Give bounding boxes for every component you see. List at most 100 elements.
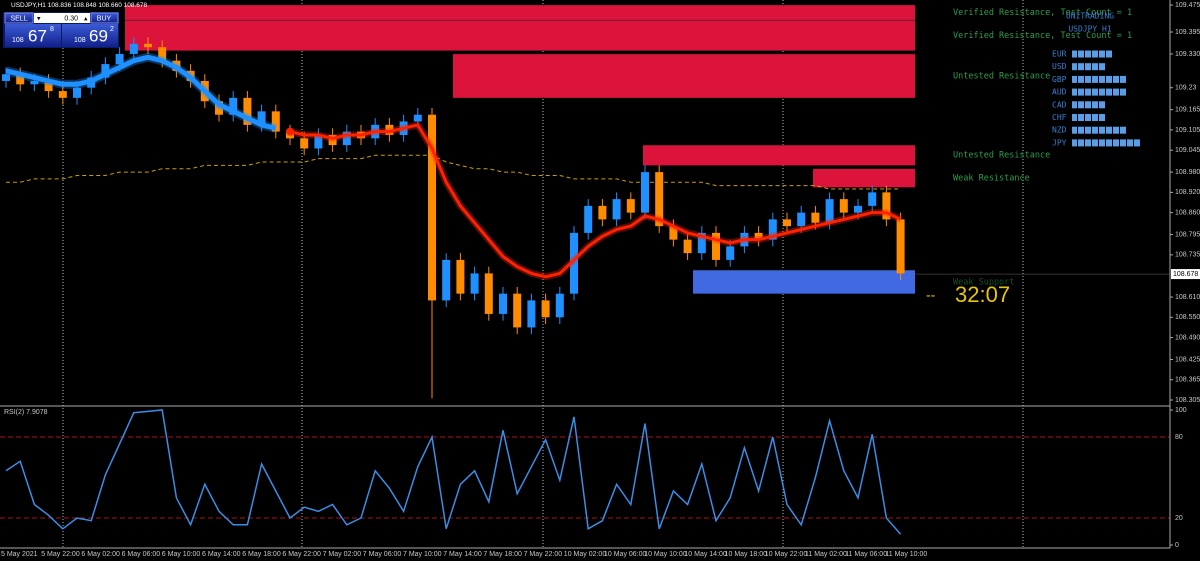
candle-body	[428, 114, 436, 301]
currency-label: EUR	[1052, 50, 1067, 59]
x-tick-label: 10 May 18:00	[725, 551, 768, 558]
candle-body	[669, 226, 678, 240]
buy-button[interactable]	[90, 12, 119, 24]
y-tick-label: 109.330	[1175, 51, 1200, 58]
y-tick-label: 108.550	[1175, 314, 1200, 321]
y-tick-label: 109.105	[1175, 127, 1200, 134]
candle-body	[825, 199, 834, 223]
candle-body	[342, 131, 351, 146]
candle-body	[456, 259, 465, 294]
ask-box[interactable]	[62, 24, 118, 47]
y-tick-label: 109.475	[1175, 2, 1200, 9]
y-tick-label: 108.425	[1175, 356, 1200, 363]
lot-arrow: ▴	[84, 15, 88, 22]
line	[6, 154, 901, 190]
candle-body	[2, 74, 10, 81]
candle-body	[513, 293, 522, 328]
candle-body	[896, 219, 905, 274]
currency-label: AUD	[1052, 88, 1067, 97]
ask-main: 69	[89, 26, 108, 45]
candle-body	[541, 300, 550, 318]
y-tick-label: 108.305	[1175, 397, 1200, 404]
zone	[693, 270, 915, 294]
y-tick-label: 108.795	[1175, 231, 1200, 238]
zone-label: Untested Resistance	[953, 71, 1050, 81]
y-tick-label: 108.860	[1175, 209, 1200, 216]
y-tick-label: 0	[1175, 542, 1179, 549]
candle-body	[413, 114, 422, 122]
candle-body	[144, 43, 152, 48]
lot-input[interactable]	[34, 13, 90, 23]
x-tick-label: 11 May 06:00	[845, 551, 887, 558]
y-tick-label: 108.980	[1175, 169, 1200, 176]
y-tick-label: 20	[1175, 515, 1183, 522]
currency-label: NZD	[1052, 126, 1067, 135]
candle-body	[527, 300, 536, 328]
header: USDJPY,H1 108.836 108.848 108.660 108.67…	[0, 0, 148, 10]
candle-body	[300, 138, 309, 149]
currency-label: CAD	[1052, 100, 1067, 109]
header-bg	[0, 0, 122, 10]
candle-body	[257, 111, 266, 125]
strength-bar	[1072, 101, 1106, 109]
x-tick-label: 6 May 10:00	[162, 551, 201, 558]
zone-label: Weak Resistance	[953, 174, 1030, 184]
candle-body	[44, 80, 53, 92]
y-tick-label: 108.735	[1175, 252, 1200, 259]
candle-body	[726, 246, 735, 260]
x-tick-label: 6 May 06:00	[122, 551, 161, 558]
strength-bar	[1072, 126, 1127, 134]
candle-body	[854, 205, 862, 213]
strength-subtitle: USDJPY H1	[1068, 25, 1112, 34]
y-tick-label: 109.165	[1175, 107, 1200, 114]
candle-body	[797, 212, 806, 227]
y-tick-label: 80	[1175, 434, 1183, 441]
y-tick-label: 109.23	[1175, 85, 1197, 92]
strength-bar	[1072, 139, 1141, 147]
candle-body	[229, 97, 238, 115]
candle-body	[73, 87, 81, 98]
x-tick-label: 11 May 02:00	[805, 551, 847, 558]
bid-main: 67	[28, 26, 47, 45]
strength-bar	[1072, 88, 1127, 96]
zone	[125, 20, 915, 51]
x-tick-label: 10 May 10:00	[644, 551, 687, 558]
candle-body	[243, 97, 252, 125]
candle-body	[129, 43, 138, 54]
candle-body	[868, 192, 877, 206]
candle-body	[58, 91, 67, 98]
ask-sup: 2	[110, 26, 114, 33]
candle-body	[712, 232, 720, 260]
zone-label: Verified Resistance, Test Count = 1	[953, 31, 1132, 41]
candle-body	[470, 273, 479, 294]
zone-label: Verified Resistance, Test Count = 1	[953, 8, 1132, 18]
candle-body	[499, 293, 507, 314]
symbol-info: USDJPY,H1 108.836 108.848 108.660 108.67…	[11, 2, 148, 9]
y-tick-label: 109.395	[1175, 29, 1200, 36]
x-tick-label: 7 May 22:00	[524, 551, 563, 558]
x-tick-label: 10 May 14:00	[684, 551, 727, 558]
candle-body	[754, 232, 763, 240]
bid-box[interactable]	[5, 24, 61, 47]
line-start-dot	[286, 127, 294, 136]
rsi-line	[5, 409, 902, 535]
candle-body	[626, 199, 635, 213]
ask-big: 108	[74, 37, 86, 44]
candle-body	[683, 239, 692, 254]
x-tick-label: 5 May 2021	[1, 551, 38, 558]
sell-button[interactable]	[4, 12, 34, 24]
y-tick-label: 108.365	[1175, 377, 1200, 384]
x-tick-label: 5 May 22:00	[41, 551, 80, 558]
trade-panel: SELL ▾ 0.30 ▴ BUY 108 67 8 108 69 2	[3, 12, 119, 48]
x-tick-label: 6 May 02:00	[81, 551, 120, 558]
candle-body	[385, 124, 394, 135]
candle-body	[839, 199, 848, 213]
candle-body	[101, 64, 110, 78]
candle-body	[570, 232, 578, 294]
candle-body	[598, 205, 607, 220]
candle-body	[215, 101, 223, 115]
currency-label: JPY	[1052, 138, 1067, 147]
strength-bar	[1072, 63, 1106, 71]
x-tick-label: 7 May 14:00	[443, 551, 482, 558]
y-tick-label: 108.610	[1175, 294, 1200, 301]
